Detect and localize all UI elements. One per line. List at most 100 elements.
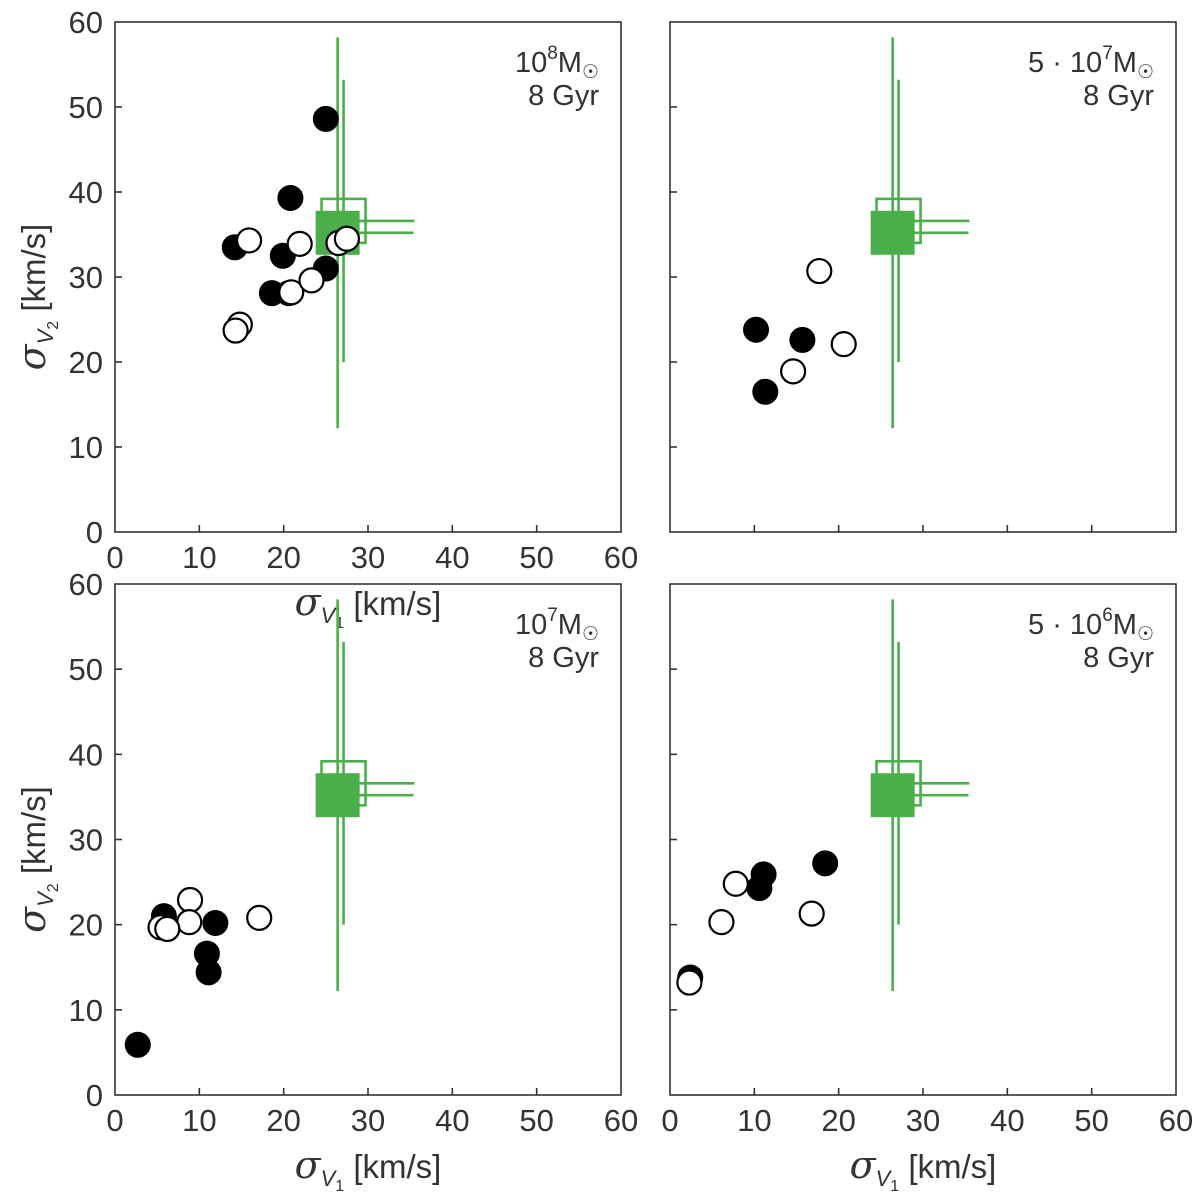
y-label-sigma: σ bbox=[10, 343, 54, 370]
x-tick-label: 0 bbox=[661, 1103, 678, 1138]
open-point bbox=[286, 230, 313, 257]
series-filled bbox=[124, 903, 229, 1058]
obs-square bbox=[870, 773, 915, 818]
y-label-sub: V bbox=[33, 327, 58, 344]
open-point bbox=[154, 915, 181, 943]
x-tick-label: 50 bbox=[519, 1103, 553, 1138]
y-tick-label: 0 bbox=[86, 515, 103, 550]
open-point bbox=[176, 886, 204, 914]
y-label-unit: [km/s] bbox=[15, 786, 52, 883]
x-label-unit: [km/s] bbox=[344, 585, 441, 622]
mass-annotation: 108M☉ bbox=[515, 43, 599, 83]
y-axis-label: σV2 [km/s] bbox=[10, 786, 62, 933]
y-tick-label: 50 bbox=[69, 652, 103, 687]
filled-point bbox=[789, 326, 816, 353]
series-open bbox=[147, 886, 273, 943]
x-tick-label: 10 bbox=[182, 540, 216, 575]
x-tick-label: 30 bbox=[351, 1103, 385, 1138]
filled-point bbox=[202, 909, 229, 936]
open-point bbox=[830, 331, 857, 358]
mass-base: 5 · 10 bbox=[1028, 609, 1102, 641]
filled-point bbox=[743, 316, 770, 343]
x-tick-label: 0 bbox=[106, 1103, 123, 1138]
x-axis-label: σV1 [km/s] bbox=[850, 1143, 997, 1195]
open-point bbox=[806, 257, 833, 285]
y-tick-label: 50 bbox=[69, 90, 103, 125]
y-tick-label: 30 bbox=[69, 260, 103, 295]
mass-unit: M bbox=[1113, 609, 1137, 641]
open-point bbox=[333, 225, 361, 252]
mass-exponent: 8 bbox=[547, 43, 558, 64]
open-point bbox=[298, 267, 325, 294]
open-point bbox=[176, 909, 203, 936]
filled-point bbox=[195, 959, 222, 986]
x-label-unit: [km/s] bbox=[344, 1148, 441, 1185]
x-tick-label: 60 bbox=[604, 540, 638, 575]
x-axis-label: σV1 [km/s] bbox=[295, 580, 442, 632]
observation-marker bbox=[870, 37, 970, 429]
series-open bbox=[676, 870, 825, 996]
y-label-sub: V bbox=[33, 890, 58, 907]
mass-exponent: 7 bbox=[1102, 43, 1113, 64]
x-tick-label: 0 bbox=[106, 540, 123, 575]
open-point bbox=[278, 279, 305, 306]
x-label-unit: [km/s] bbox=[899, 1148, 996, 1185]
open-point bbox=[708, 909, 735, 936]
open-point bbox=[722, 870, 749, 897]
x-label-subsub: 1 bbox=[890, 1178, 899, 1195]
age-annotation: 8 Gyr bbox=[1083, 642, 1154, 674]
y-label-subsub: 2 bbox=[45, 321, 62, 330]
y-label-unit: [km/s] bbox=[15, 224, 52, 321]
mass-unit: M bbox=[558, 47, 582, 79]
x-label-sigma: σ bbox=[850, 1143, 877, 1187]
y-tick-label: 20 bbox=[69, 345, 103, 380]
age-annotation: 8 Gyr bbox=[1083, 80, 1154, 112]
filled-point bbox=[746, 875, 773, 902]
panel-top-right: 5 · 107M☉8 Gyr bbox=[669, 21, 1177, 533]
x-tick-label: 10 bbox=[737, 1103, 771, 1138]
mass-sun-symbol: ☉ bbox=[1137, 623, 1154, 645]
x-tick-label: 40 bbox=[990, 1103, 1024, 1138]
open-point bbox=[798, 900, 825, 927]
x-tick-label: 40 bbox=[435, 1103, 469, 1138]
x-label-sub: V bbox=[321, 603, 338, 628]
x-label-sigma: σ bbox=[295, 580, 322, 624]
age-annotation: 8 Gyr bbox=[528, 80, 599, 112]
y-tick-label: 60 bbox=[69, 5, 103, 40]
x-tick-label: 20 bbox=[821, 1103, 855, 1138]
age-annotation: 8 Gyr bbox=[528, 642, 599, 674]
open-point bbox=[676, 969, 703, 996]
filled-point bbox=[277, 184, 304, 211]
y-tick-label: 0 bbox=[86, 1078, 103, 1113]
open-point bbox=[246, 904, 273, 931]
filled-point bbox=[752, 378, 779, 405]
x-tick-label: 20 bbox=[266, 1103, 300, 1138]
y-tick-label: 30 bbox=[69, 823, 103, 858]
obs-square bbox=[870, 210, 915, 255]
panel-bottom-right: 0 10 20 30 40 50 60 σV1 [km/s] 5 · 106M☉8 Gyr bbox=[661, 583, 1193, 1195]
x-tick-label: 30 bbox=[351, 540, 385, 575]
x-label-sub: V bbox=[876, 1166, 893, 1191]
x-label-sub: V bbox=[321, 1166, 338, 1191]
open-point bbox=[780, 358, 807, 385]
mass-annotation: 107M☉ bbox=[515, 605, 599, 645]
mass-base: 10 bbox=[515, 47, 547, 79]
series-open bbox=[222, 225, 361, 344]
mass-annotation: 5 · 106M☉ bbox=[1028, 605, 1154, 645]
filled-point bbox=[812, 850, 839, 877]
obs-square bbox=[315, 773, 360, 818]
x-tick-label: 20 bbox=[266, 540, 300, 575]
observation-marker bbox=[315, 599, 415, 992]
y-axis-label: σV2 [km/s] bbox=[10, 224, 62, 371]
x-label-subsub: 1 bbox=[335, 615, 344, 632]
mass-sun-symbol: ☉ bbox=[582, 623, 599, 645]
y-tick-label: 40 bbox=[69, 737, 103, 772]
mass-base: 5 · 10 bbox=[1028, 47, 1102, 79]
series-open bbox=[780, 257, 857, 385]
x-tick-label: 10 bbox=[182, 1103, 216, 1138]
series-filled bbox=[743, 316, 816, 405]
x-label-sigma: σ bbox=[295, 1143, 322, 1187]
